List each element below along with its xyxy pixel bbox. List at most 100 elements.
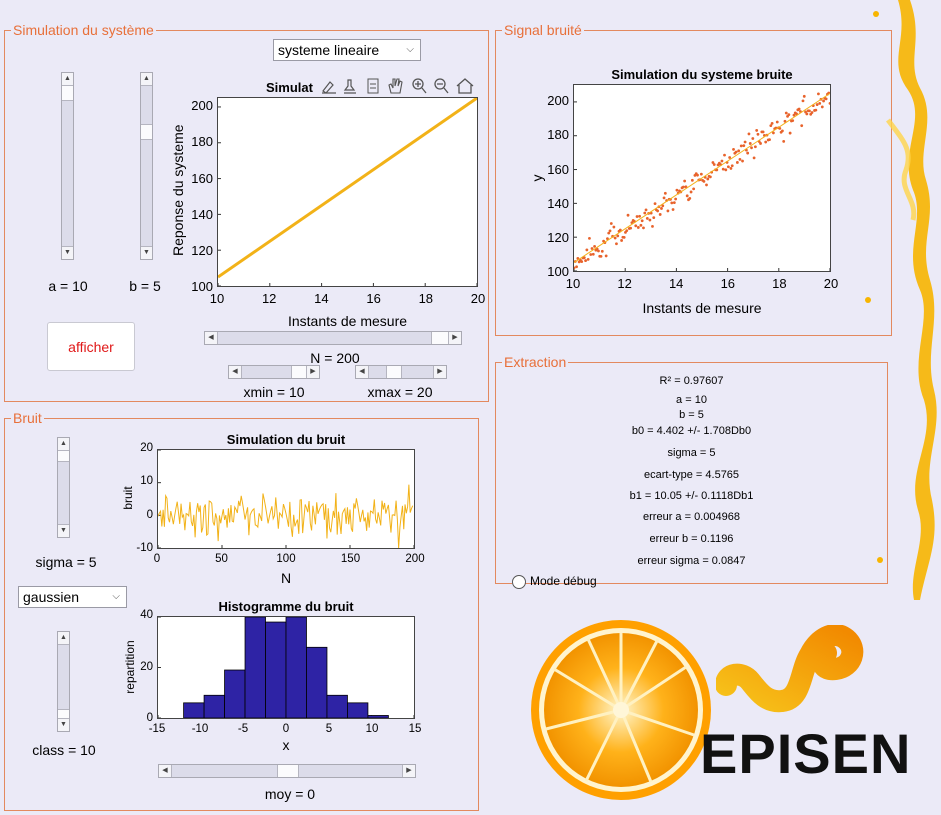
episen-logo-mark bbox=[716, 625, 864, 713]
noisy-point bbox=[748, 142, 752, 145]
noisy-point bbox=[645, 217, 649, 220]
noisy-point bbox=[705, 183, 708, 187]
noisy-point bbox=[572, 266, 576, 270]
legend-icon[interactable] bbox=[367, 78, 379, 94]
slider-down-arrow-icon[interactable]: ▼ bbox=[62, 246, 73, 259]
hist-bar bbox=[367, 715, 389, 719]
noisy-point bbox=[815, 103, 819, 106]
noisy-point bbox=[636, 226, 640, 229]
afficher-button[interactable]: afficher bbox=[47, 322, 135, 371]
noisy_plot-ytick-label: 140 bbox=[547, 195, 569, 211]
class-value-label: class = 10 bbox=[32, 742, 96, 758]
ecart-type-text: ecart-type = 4.5765 bbox=[643, 469, 740, 481]
noisy-point bbox=[656, 209, 660, 213]
system-select-value: systeme lineaire bbox=[278, 42, 380, 58]
noisy-point bbox=[753, 145, 757, 149]
noisy-point bbox=[609, 222, 613, 225]
slider-up-arrow-icon[interactable]: ▲ bbox=[58, 632, 69, 645]
noisy-point bbox=[747, 132, 751, 136]
hist_plot-ytick-label: 20 bbox=[140, 660, 153, 673]
sim-xlabel: Instants de mesure bbox=[287, 313, 408, 329]
sigma-slider[interactable]: ▲ ▼ bbox=[57, 437, 70, 538]
xmax-slider[interactable]: ◀ ▶ bbox=[355, 365, 447, 379]
sim-plot-svg bbox=[217, 96, 478, 287]
noise_plot-xtick-label: 0 bbox=[153, 553, 161, 565]
hist_plot-ytick-label: 40 bbox=[140, 609, 153, 622]
noisy-point bbox=[696, 173, 699, 177]
hist-bar bbox=[244, 616, 266, 719]
noisy-point bbox=[634, 224, 638, 228]
a-slider[interactable]: ▲ ▼ bbox=[61, 72, 74, 260]
noisy-point bbox=[582, 256, 586, 260]
slider-right-arrow-icon[interactable]: ▶ bbox=[306, 366, 319, 378]
a-slider-thumb[interactable] bbox=[62, 85, 73, 101]
debug-radio[interactable] bbox=[512, 575, 526, 589]
home-icon[interactable] bbox=[456, 78, 474, 94]
noise-series-line bbox=[157, 484, 414, 549]
noise_plot-xtick-label: 100 bbox=[276, 553, 296, 565]
n-slider[interactable]: ◀ ▶ bbox=[204, 331, 462, 345]
noisy-point bbox=[622, 235, 626, 239]
b-slider-thumb[interactable] bbox=[141, 124, 152, 140]
n-slider-thumb[interactable] bbox=[431, 332, 449, 344]
noisy_plot-ytick-label: 100 bbox=[547, 264, 569, 280]
pan-hand-icon[interactable] bbox=[388, 78, 403, 94]
system-select[interactable]: systeme lineaire ⌵ bbox=[273, 39, 421, 61]
hist-bar bbox=[224, 669, 246, 719]
sim_plot-xtick-label: 14 bbox=[314, 291, 329, 306]
slider-left-arrow-icon[interactable]: ◀ bbox=[159, 765, 172, 777]
noisy-point bbox=[759, 142, 762, 145]
slider-left-arrow-icon[interactable]: ◀ bbox=[205, 332, 218, 344]
a-value-label: a = 10 bbox=[48, 278, 88, 294]
slider-down-arrow-icon[interactable]: ▼ bbox=[58, 524, 69, 537]
brush-icon[interactable] bbox=[343, 79, 356, 94]
noisy-point bbox=[764, 140, 768, 144]
erreur-a-text: erreur a = 0.004968 bbox=[643, 511, 740, 523]
slider-left-arrow-icon[interactable]: ◀ bbox=[356, 366, 369, 378]
noisy-point bbox=[689, 190, 693, 194]
noisy-point bbox=[729, 167, 733, 170]
xmin-slider[interactable]: ◀ ▶ bbox=[228, 365, 320, 379]
slider-right-arrow-icon[interactable]: ▶ bbox=[433, 366, 446, 378]
noisy-point bbox=[640, 219, 644, 223]
noisy-point bbox=[652, 216, 656, 220]
sim_plot-xtick-label: 16 bbox=[366, 291, 381, 306]
b-slider[interactable]: ▲ ▼ bbox=[140, 72, 153, 260]
noisy-point bbox=[781, 129, 784, 133]
zoom-out-icon[interactable] bbox=[434, 78, 449, 94]
slider-down-arrow-icon[interactable]: ▼ bbox=[58, 718, 69, 731]
data-tips-icon[interactable] bbox=[322, 81, 336, 94]
noisy-point bbox=[708, 175, 712, 179]
noisy-point bbox=[824, 97, 828, 101]
noisy-point bbox=[782, 139, 786, 143]
bruit-panel: Bruit bbox=[4, 410, 479, 811]
noisy-point bbox=[684, 185, 688, 189]
xmin-slider-thumb[interactable] bbox=[291, 366, 307, 378]
moy-slider[interactable]: ◀ ▶ bbox=[158, 764, 416, 778]
noisy-point bbox=[589, 253, 593, 256]
hist-bar bbox=[326, 694, 348, 719]
noisy-point bbox=[635, 215, 639, 218]
moy-slider-thumb[interactable] bbox=[277, 765, 299, 777]
slider-right-arrow-icon[interactable]: ▶ bbox=[402, 765, 415, 777]
noisy_plot-ytick-label: 180 bbox=[547, 127, 569, 143]
noisy-point bbox=[702, 180, 706, 183]
slider-left-arrow-icon[interactable]: ◀ bbox=[229, 366, 242, 378]
slider-right-arrow-icon[interactable]: ▶ bbox=[448, 332, 461, 344]
slider-up-arrow-icon[interactable]: ▲ bbox=[141, 73, 152, 86]
noisy-point bbox=[752, 156, 756, 160]
hist_plot-xtick-label: -10 bbox=[191, 723, 209, 735]
noisy-point bbox=[629, 226, 633, 230]
noisy-point bbox=[828, 102, 832, 105]
noisy-point bbox=[692, 187, 696, 191]
class-slider[interactable]: ▲ ▼ bbox=[57, 631, 70, 732]
distribution-select[interactable]: gaussien ⌵ bbox=[18, 586, 127, 608]
sigma-slider-thumb[interactable] bbox=[58, 450, 69, 462]
debug-toggle[interactable]: Mode débug bbox=[512, 573, 597, 591]
simulation-panel: Simulation du système bbox=[4, 22, 489, 402]
xmax-slider-thumb[interactable] bbox=[386, 366, 402, 378]
sim_plot-ytick-label: 160 bbox=[191, 170, 213, 186]
slider-down-arrow-icon[interactable]: ▼ bbox=[141, 246, 152, 259]
noise-plot-area bbox=[157, 449, 415, 549]
zoom-in-icon[interactable] bbox=[412, 78, 427, 94]
